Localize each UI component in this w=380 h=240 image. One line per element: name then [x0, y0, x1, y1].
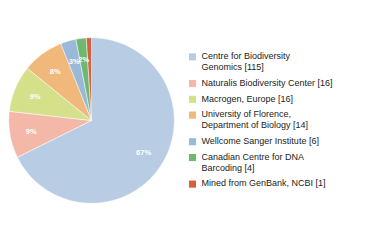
svg-text:Macrogen, Europe [16]: Macrogen, Europe [16]	[202, 94, 294, 104]
svg-text:Wellcome Sanger Institute [6]: Wellcome Sanger Institute [6]	[202, 136, 319, 146]
svg-text:Naturalis Biodiversity Center: Naturalis Biodiversity Center [16]	[202, 78, 333, 88]
svg-text:3%: 3%	[68, 57, 80, 67]
svg-text:9%: 9%	[30, 92, 41, 101]
svg-text:2%: 2%	[78, 55, 89, 64]
svg-text:Mined from GenBank, NCBI [1]: Mined from GenBank, NCBI [1]	[202, 178, 326, 188]
svg-text:67%: 67%	[136, 148, 151, 157]
svg-text:8%: 8%	[50, 67, 61, 76]
svg-text:Canadian Centre for DNABarcodi: Canadian Centre for DNABarcoding [4]	[202, 152, 305, 173]
svg-text:Centre for BiodiversityGenomic: Centre for BiodiversityGenomics [115]	[202, 51, 291, 72]
svg-text:University of Florence,Departm: University of Florence,Department of Bio…	[202, 109, 309, 130]
svg-text:9%: 9%	[26, 127, 37, 136]
